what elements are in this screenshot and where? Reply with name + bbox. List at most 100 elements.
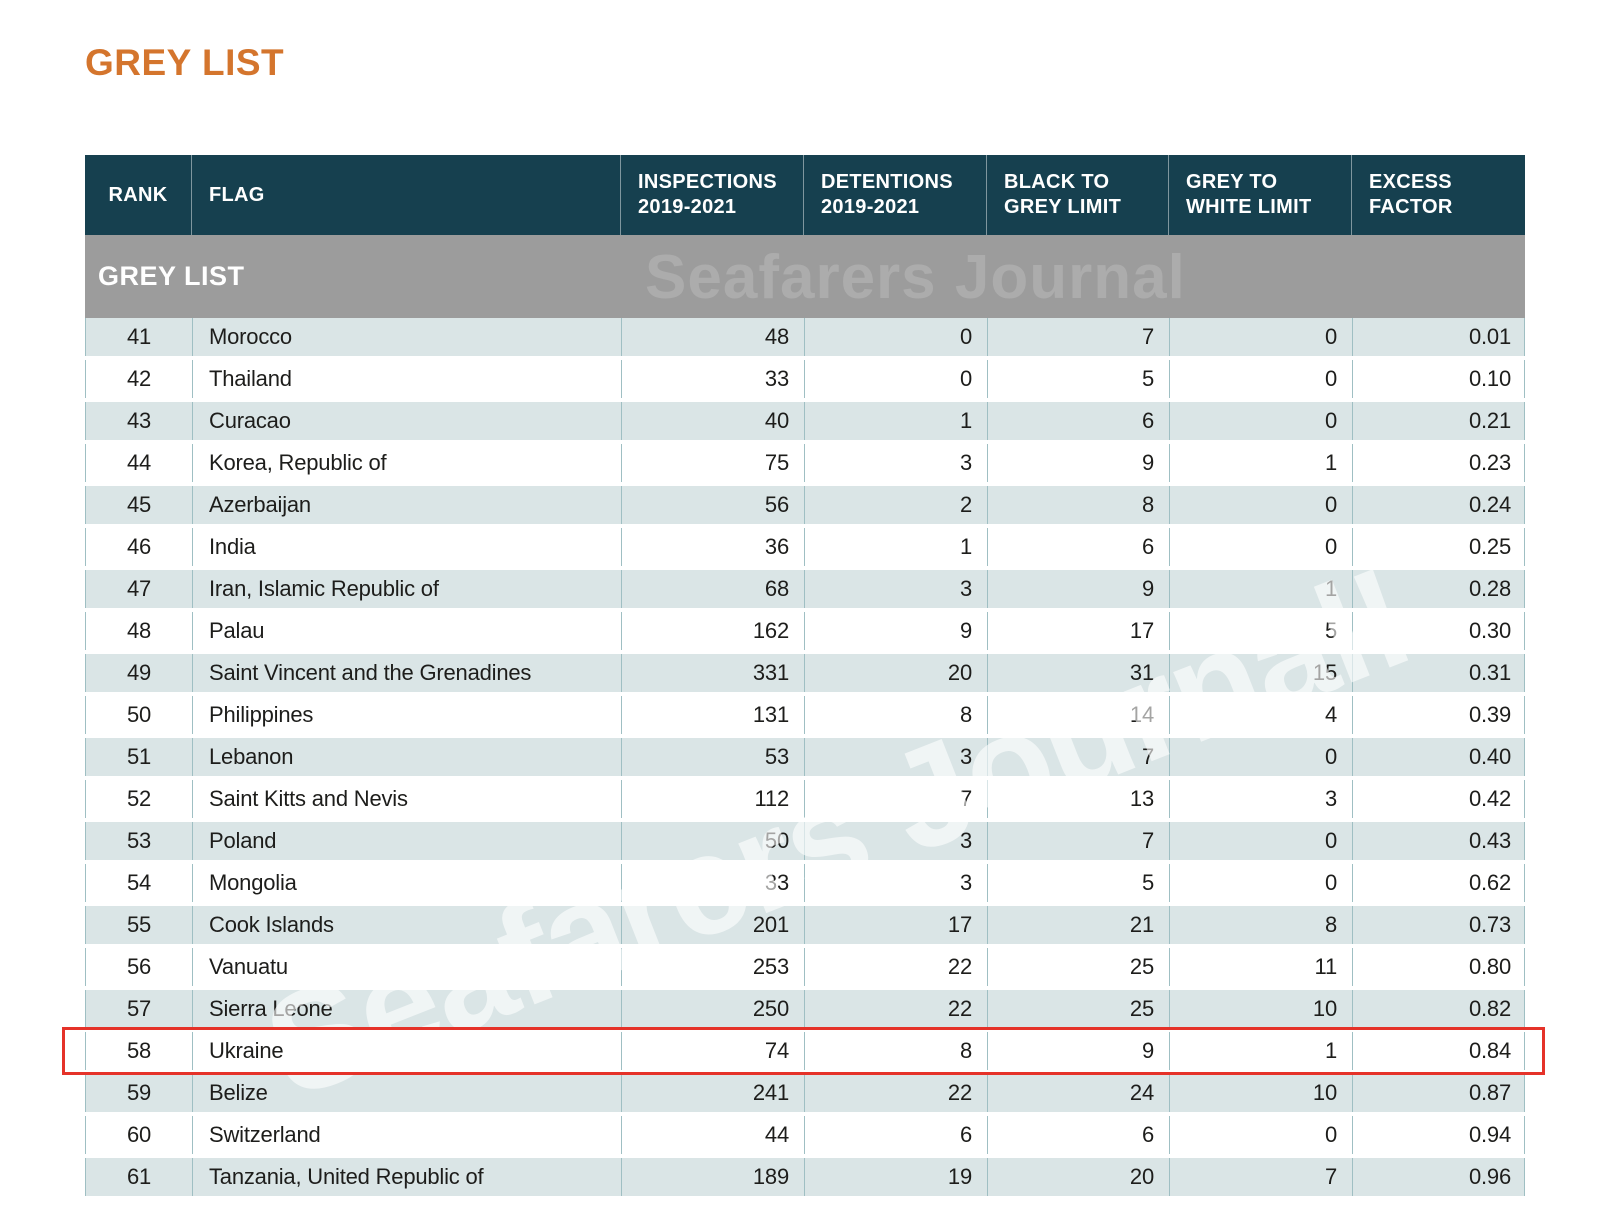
cell-grey_to_white: 0 bbox=[1169, 864, 1352, 902]
cell-grey_to_white: 10 bbox=[1169, 1074, 1352, 1112]
cell-excess_factor: 0.30 bbox=[1352, 612, 1526, 650]
cell-inspections: 68 bbox=[621, 570, 804, 608]
table-row-rank-48: 48 Palau 162 9 17 5 0.30 bbox=[85, 612, 1525, 650]
cell-inspections: 162 bbox=[621, 612, 804, 650]
cell-inspections: 201 bbox=[621, 906, 804, 944]
cell-excess_factor: 0.01 bbox=[1352, 318, 1526, 356]
cell-inspections: 44 bbox=[621, 1116, 804, 1154]
table-body: Seafarers Journal! 41 Morocco 48 0 7 0 0.01 42 T… bbox=[62, 318, 1545, 1196]
cell-excess_factor: 0.73 bbox=[1352, 906, 1526, 944]
cell-grey_to_white: 3 bbox=[1169, 780, 1352, 818]
cell-black_to_grey: 7 bbox=[987, 738, 1169, 776]
cell-flag: Vanuatu bbox=[192, 948, 621, 986]
cell-flag: Poland bbox=[192, 822, 621, 860]
cell-detentions: 1 bbox=[804, 528, 987, 566]
cell-detentions: 2 bbox=[804, 486, 987, 524]
cell-inspections: 56 bbox=[621, 486, 804, 524]
band-watermark: Seafarers Journal bbox=[645, 243, 1186, 312]
cell-excess_factor: 0.21 bbox=[1352, 402, 1526, 440]
cell-black_to_grey: 6 bbox=[987, 402, 1169, 440]
cell-inspections: 33 bbox=[621, 360, 804, 398]
cell-black_to_grey: 9 bbox=[987, 1032, 1169, 1070]
cell-grey_to_white: 0 bbox=[1169, 318, 1352, 356]
cell-inspections: 48 bbox=[621, 318, 804, 356]
cell-grey_to_white: 8 bbox=[1169, 906, 1352, 944]
cell-rank: 53 bbox=[126, 828, 152, 853]
table-row-rank-61: 61 Tanzania, United Republic of 189 19 20 7 0.… bbox=[85, 1158, 1525, 1196]
cell-detentions: 22 bbox=[804, 990, 987, 1028]
cell-flag: Korea, Republic of bbox=[192, 444, 621, 482]
cell-black_to_grey: 9 bbox=[987, 570, 1169, 608]
column-header-inspections: INSPECTIONS 2019-2021 bbox=[620, 155, 803, 235]
cell-flag: Iran, Islamic Republic of bbox=[192, 570, 621, 608]
cell-grey_to_white: 0 bbox=[1169, 1116, 1352, 1154]
cell-inspections: 50 bbox=[621, 822, 804, 860]
column-header-grey_to_white: GREY TO WHITE LIMIT bbox=[1168, 155, 1351, 235]
cell-flag: Morocco bbox=[192, 318, 621, 356]
cell-flag: Sierra Leone bbox=[192, 990, 621, 1028]
cell-grey_to_white: 0 bbox=[1169, 486, 1352, 524]
table-row-rank-53: 53 Poland 50 3 7 0 0.43 bbox=[85, 822, 1525, 860]
cell-flag: Curacao bbox=[192, 402, 621, 440]
cell-inspections: 36 bbox=[621, 528, 804, 566]
cell-excess_factor: 0.82 bbox=[1352, 990, 1526, 1028]
cell-rank: 51 bbox=[126, 744, 152, 769]
cell-grey_to_white: 0 bbox=[1169, 528, 1352, 566]
cell-excess_factor: 0.42 bbox=[1352, 780, 1526, 818]
cell-inspections: 250 bbox=[621, 990, 804, 1028]
cell-black_to_grey: 13 bbox=[987, 780, 1169, 818]
cell-flag: Philippines bbox=[192, 696, 621, 734]
grey-list-table: RANK FLAG INSPECTIONS 2019-2021 DETENTIONS … bbox=[62, 155, 1545, 1200]
cell-grey_to_white: 1 bbox=[1169, 1032, 1352, 1070]
cell-inspections: 241 bbox=[621, 1074, 804, 1112]
cell-black_to_grey: 7 bbox=[987, 822, 1169, 860]
cell-excess_factor: 0.23 bbox=[1352, 444, 1526, 482]
cell-rank: 47 bbox=[126, 576, 152, 601]
cell-black_to_grey: 20 bbox=[987, 1158, 1169, 1196]
cell-excess_factor: 0.25 bbox=[1352, 528, 1526, 566]
cell-excess_factor: 0.62 bbox=[1352, 864, 1526, 902]
cell-detentions: 22 bbox=[804, 948, 987, 986]
cell-rank: 48 bbox=[126, 618, 152, 643]
column-header-detentions: DETENTIONS 2019-2021 bbox=[803, 155, 986, 235]
cell-rank: 54 bbox=[126, 870, 152, 895]
cell-inspections: 33 bbox=[621, 864, 804, 902]
cell-flag: Azerbaijan bbox=[192, 486, 621, 524]
cell-excess_factor: 0.87 bbox=[1352, 1074, 1526, 1112]
cell-black_to_grey: 21 bbox=[987, 906, 1169, 944]
cell-inspections: 75 bbox=[621, 444, 804, 482]
cell-black_to_grey: 25 bbox=[987, 990, 1169, 1028]
cell-black_to_grey: 7 bbox=[987, 318, 1169, 356]
cell-detentions: 22 bbox=[804, 1074, 987, 1112]
cell-rank: 59 bbox=[126, 1080, 152, 1105]
cell-flag: Tanzania, United Republic of bbox=[192, 1158, 621, 1196]
table-row-rank-58: 58 Ukraine 74 8 9 1 0.84 bbox=[85, 1032, 1525, 1070]
cell-inspections: 189 bbox=[621, 1158, 804, 1196]
cell-flag: Saint Vincent and the Grenadines bbox=[192, 654, 621, 692]
table-row-rank-60: 60 Switzerland 44 6 6 0 0.94 bbox=[85, 1116, 1525, 1154]
cell-flag: Switzerland bbox=[192, 1116, 621, 1154]
cell-excess_factor: 0.24 bbox=[1352, 486, 1526, 524]
cell-rank: 45 bbox=[126, 492, 152, 517]
cell-detentions: 3 bbox=[804, 570, 987, 608]
cell-inspections: 40 bbox=[621, 402, 804, 440]
cell-inspections: 131 bbox=[621, 696, 804, 734]
table-row-rank-59: 59 Belize 241 22 24 10 0.87 bbox=[85, 1074, 1525, 1112]
cell-excess_factor: 0.43 bbox=[1352, 822, 1526, 860]
cell-rank: 55 bbox=[126, 912, 152, 937]
cell-grey_to_white: 15 bbox=[1169, 654, 1352, 692]
cell-inspections: 74 bbox=[621, 1032, 804, 1070]
table-row-rank-51: 51 Lebanon 53 3 7 0 0.40 bbox=[85, 738, 1525, 776]
cell-rank: 44 bbox=[126, 450, 152, 475]
cell-excess_factor: 0.40 bbox=[1352, 738, 1526, 776]
cell-detentions: 8 bbox=[804, 696, 987, 734]
cell-excess_factor: 0.39 bbox=[1352, 696, 1526, 734]
cell-black_to_grey: 8 bbox=[987, 486, 1169, 524]
cell-detentions: 6 bbox=[804, 1116, 987, 1154]
cell-detentions: 3 bbox=[804, 822, 987, 860]
cell-grey_to_white: 0 bbox=[1169, 738, 1352, 776]
table-row-rank-57: 57 Sierra Leone 250 22 25 10 0.82 bbox=[85, 990, 1525, 1028]
cell-rank: 61 bbox=[126, 1164, 152, 1189]
cell-black_to_grey: 5 bbox=[987, 864, 1169, 902]
